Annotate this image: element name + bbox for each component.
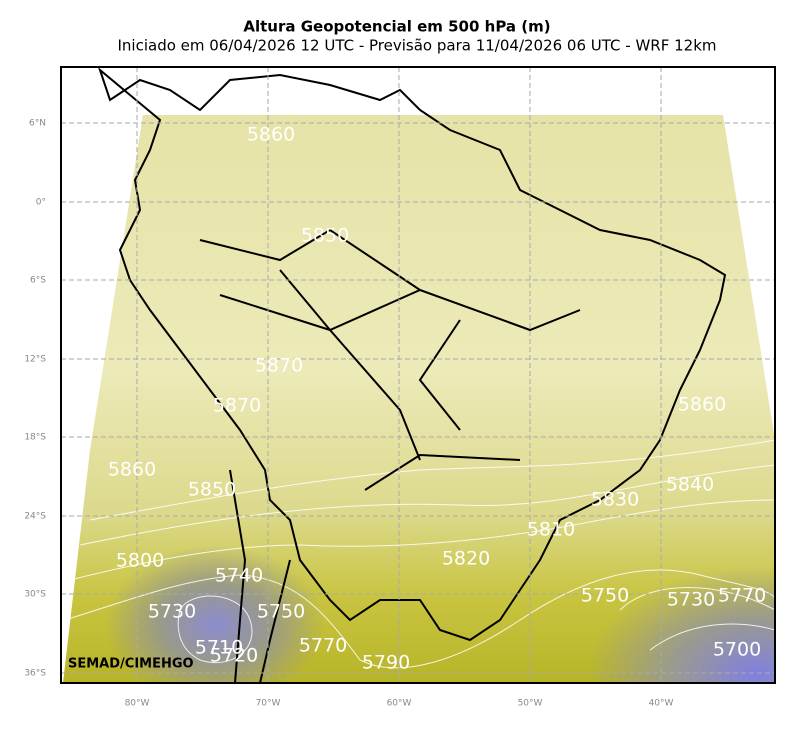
lat-label: 36°S [24, 669, 46, 679]
lat-label: 6°S [30, 276, 46, 286]
contour-label: 5840 [666, 474, 714, 496]
contour-label: 5860 [678, 394, 726, 416]
lat-label: 30°S [24, 590, 46, 600]
lat-label: 24°S [24, 512, 46, 522]
contour-label: 5870 [213, 395, 261, 417]
title: Altura Geopotencial em 500 hPa (m) [243, 18, 550, 36]
lon-label: 60°W [387, 699, 412, 709]
contour-label: 5770 [299, 635, 347, 657]
lat-label: 6°N [29, 119, 46, 129]
lat-label: 18°S [24, 433, 46, 443]
lon-label: 50°W [518, 699, 543, 709]
contour-label: 5820 [442, 548, 490, 570]
lon-label: 40°W [649, 699, 674, 709]
contour-label: 5860 [108, 459, 156, 481]
low-east [560, 530, 775, 683]
contour-label: 5810 [527, 519, 575, 541]
isolines [64, 439, 775, 669]
credit: SEMAD/CIMEHGO [68, 657, 194, 672]
frame [60, 66, 776, 684]
contour-label: 5850 [188, 479, 236, 501]
lat-label: 0° [36, 198, 46, 208]
contour-label: 5790 [362, 652, 410, 674]
contour-label: 5750 [581, 585, 629, 607]
contour-label: 5750 [257, 601, 305, 623]
contour-label: 5830 [591, 489, 639, 511]
contour-label: 5730 [148, 601, 196, 623]
coastlines [97, 67, 727, 683]
contour-label: 5860 [247, 124, 295, 146]
contour-label: 5850 [301, 225, 349, 247]
lat-label: 12°S [24, 355, 46, 365]
contour-label: 5740 [215, 565, 263, 587]
contour-label: 5770 [718, 585, 766, 607]
lon-label: 80°W [125, 699, 150, 709]
contour-label: 5720 [210, 645, 258, 667]
contour-label: 5870 [255, 355, 303, 377]
graticule [61, 67, 775, 683]
low-west [105, 545, 325, 683]
contour-label: 5710 [195, 637, 243, 659]
lon-label: 70°W [256, 699, 281, 709]
subtitle: Iniciado em 06/04/2026 12 UTC - Previsão… [117, 37, 716, 55]
contour-label: 5700 [713, 639, 761, 661]
contour-label: 5730 [667, 589, 715, 611]
contour-label: 5800 [116, 550, 164, 572]
map-area [63, 67, 775, 683]
